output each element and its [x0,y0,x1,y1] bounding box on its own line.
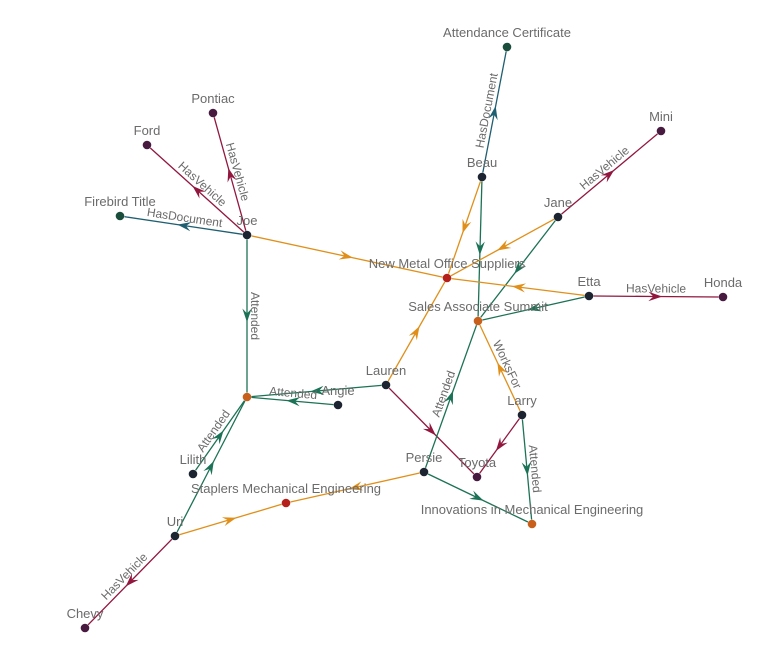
svg-text:Angie: Angie [321,383,354,398]
svg-text:HasVehicle: HasVehicle [577,143,632,192]
svg-text:Attendance Certificate: Attendance Certificate [443,25,571,40]
svg-text:HasVehicle: HasVehicle [626,281,686,295]
svg-text:Jane: Jane [544,195,572,210]
svg-text:Uri: Uri [167,514,184,529]
svg-text:HasDocument: HasDocument [473,71,501,149]
svg-text:Lauren: Lauren [366,363,406,378]
svg-text:HasVehicle: HasVehicle [223,141,253,203]
svg-text:HasVehicle: HasVehicle [175,159,229,210]
svg-text:Beau: Beau [467,155,497,170]
svg-text:Honda: Honda [704,275,743,290]
svg-text:HasDocument: HasDocument [146,205,224,230]
svg-text:Persie: Persie [406,450,443,465]
svg-text:Innovations in Mechanical Engi: Innovations in Mechanical Engineering [421,502,644,517]
svg-text:Staplers Mechanical Engineerin: Staplers Mechanical Engineering [191,481,381,496]
svg-text:Joe: Joe [237,213,258,228]
svg-text:Larry: Larry [507,393,537,408]
svg-text:HasVehicle: HasVehicle [98,550,150,603]
svg-text:Etta: Etta [577,274,601,289]
svg-text:New Metal Office Suppliers: New Metal Office Suppliers [369,256,526,271]
svg-text:Sales Associate Summit: Sales Associate Summit [408,299,548,314]
svg-text:Toyota: Toyota [458,455,497,470]
svg-text:Attended: Attended [429,369,458,419]
svg-text:Firebird Title: Firebird Title [84,194,156,209]
svg-text:Pontiac: Pontiac [191,91,235,106]
svg-text:Attended: Attended [194,407,233,454]
svg-text:Lilith: Lilith [180,452,207,467]
svg-text:Mini: Mini [649,109,673,124]
svg-text:Chevy: Chevy [67,606,104,621]
svg-text:Attended: Attended [248,292,262,340]
svg-text:Ford: Ford [134,123,161,138]
